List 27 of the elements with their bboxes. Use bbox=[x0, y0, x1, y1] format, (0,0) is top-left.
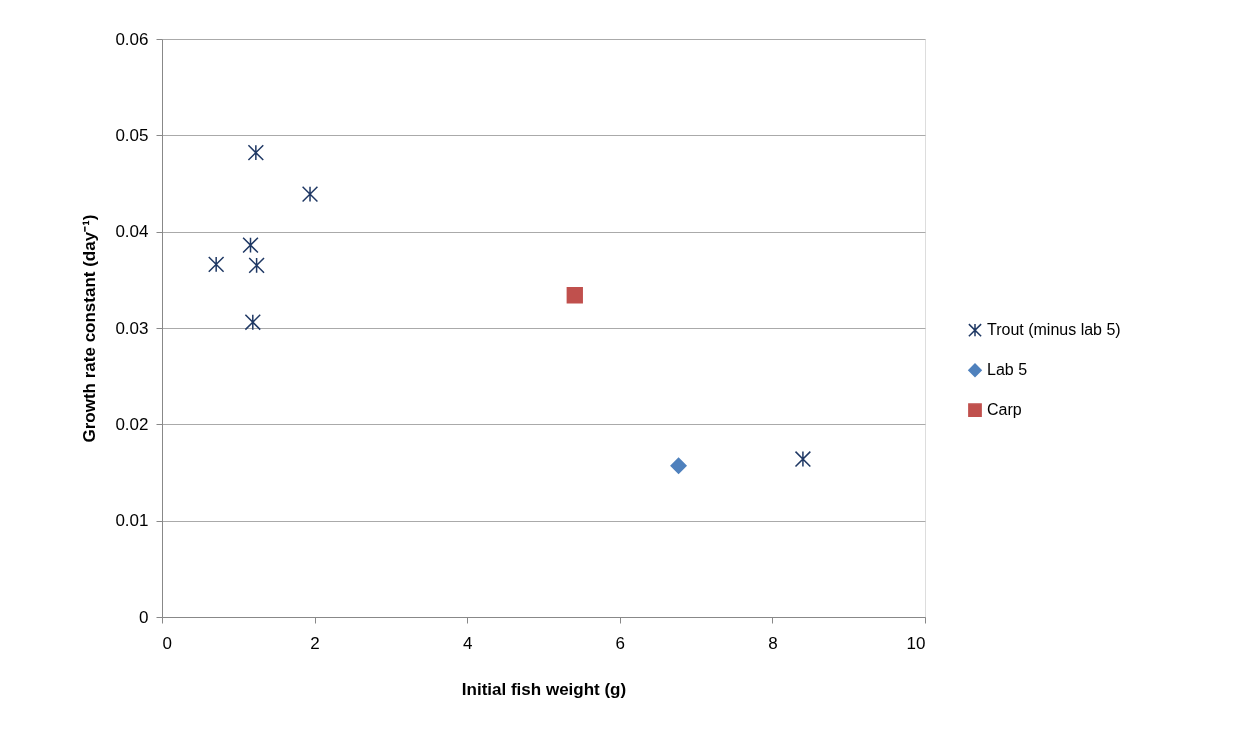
point bbox=[794, 450, 812, 468]
y-axis-title: Growth rate constant (day⁻¹) bbox=[80, 214, 100, 443]
y-tick-label: 0.04 bbox=[115, 222, 149, 242]
y-tick-label: 0.05 bbox=[115, 125, 149, 145]
legend-label: Trout (minus lab 5) bbox=[987, 321, 1121, 339]
point bbox=[566, 287, 583, 304]
y-tick-label: 0.06 bbox=[115, 29, 149, 49]
y-tick-label: 0 bbox=[139, 607, 149, 627]
x-tick-label: 4 bbox=[462, 633, 473, 653]
point bbox=[248, 257, 265, 274]
legend-label: Lab 5 bbox=[987, 361, 1028, 379]
y-tick-label: 0.01 bbox=[115, 511, 149, 531]
point bbox=[244, 314, 261, 331]
x-tick-label: 2 bbox=[310, 633, 320, 653]
x-tick-label: 0 bbox=[162, 633, 172, 653]
x-tick-label: 10 bbox=[906, 633, 926, 653]
y-tick-label: 0.03 bbox=[115, 318, 149, 338]
y-tick-label: 0.02 bbox=[115, 414, 149, 434]
point bbox=[301, 185, 319, 203]
point bbox=[670, 457, 687, 474]
x-axis-title: Initial fish weight (g) bbox=[461, 679, 627, 699]
x-tick-label: 8 bbox=[768, 633, 778, 653]
point bbox=[247, 144, 265, 161]
legend-label: Carp bbox=[987, 401, 1022, 419]
point bbox=[242, 236, 259, 254]
x-tick-label: 6 bbox=[615, 633, 626, 653]
point bbox=[208, 256, 225, 273]
